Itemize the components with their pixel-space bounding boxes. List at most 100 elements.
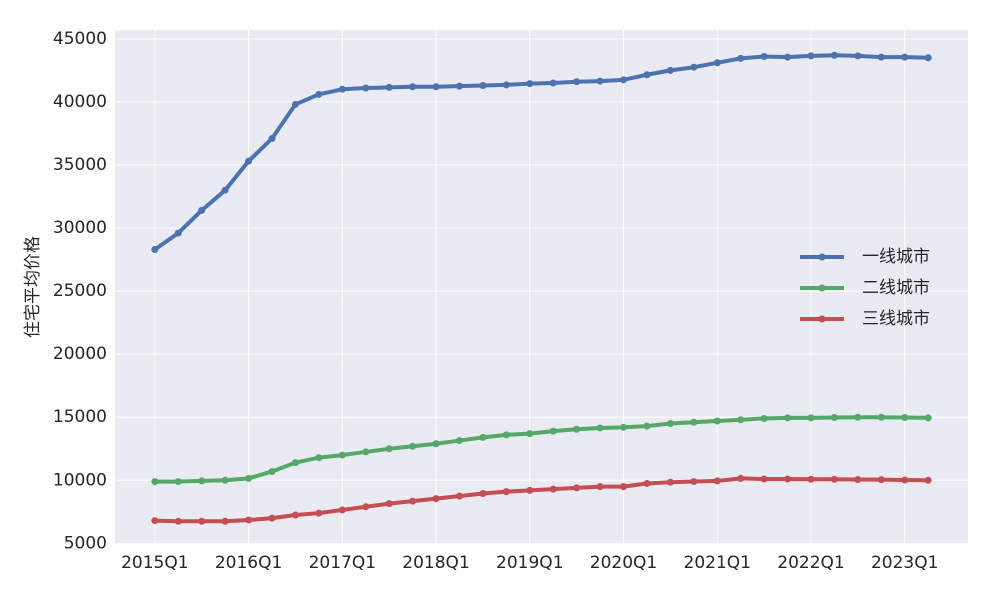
point [924,476,932,484]
point [549,79,557,87]
point [198,477,206,485]
series-line [154,476,929,524]
point [877,413,885,421]
point [573,484,581,492]
point [713,417,721,425]
y-tick-label: 45000 [53,29,107,49]
point [807,52,815,60]
legend-label: 二线城市 [862,278,930,298]
point [526,80,534,88]
x-tick-label: 2016Q1 [215,553,282,573]
point [830,51,838,59]
point [291,511,299,519]
point [221,476,229,484]
point [877,53,885,61]
point [221,517,229,525]
point [784,475,792,483]
point [643,422,651,430]
point [198,517,206,525]
point [760,475,768,483]
point [620,483,628,491]
point [385,445,393,453]
point [151,245,159,253]
point [549,427,557,435]
point [620,76,628,84]
y-tick-label: 35000 [53,155,107,175]
point [362,503,370,511]
point [690,418,698,426]
legend-marker [818,315,826,323]
point [174,478,182,486]
point [526,486,534,494]
point [268,134,276,142]
point [760,52,768,60]
point [643,71,651,79]
point [924,414,932,422]
y-tick-label: 15000 [53,407,107,427]
point [409,442,417,450]
point [807,414,815,422]
point [573,78,581,86]
point [690,63,698,71]
point [854,52,862,60]
point [432,83,440,91]
point [455,82,463,90]
point [268,467,276,475]
point [338,451,346,459]
point [737,416,745,424]
x-tick-label: 2021Q1 [684,553,751,573]
point [690,478,698,486]
y-tick-label: 10000 [53,470,107,490]
point [174,517,182,525]
point [573,425,581,433]
legend-marker [818,284,826,292]
point [245,157,253,165]
point [174,229,182,237]
point [409,83,417,91]
point [713,477,721,485]
point [854,413,862,421]
point [409,497,417,505]
y-tick-label: 40000 [53,92,107,112]
point [666,420,674,428]
point [338,506,346,514]
point [620,423,628,431]
point [385,83,393,91]
point [854,476,862,484]
x-tick-label: 2019Q1 [496,553,563,573]
y-tick-label: 20000 [53,344,107,364]
point [549,485,557,493]
point [807,475,815,483]
x-tick-label: 2017Q1 [309,553,376,573]
x-tick-label: 2020Q1 [590,553,657,573]
point [713,59,721,67]
point [479,490,487,498]
point [784,53,792,61]
series-line [153,53,929,252]
point [432,440,440,448]
x-tick-label: 2018Q1 [402,553,469,573]
point [432,495,440,503]
point [596,77,604,85]
point [198,206,206,214]
point [245,474,253,482]
point [291,100,299,108]
point [221,186,229,194]
x-tick-label: 2022Q1 [777,553,844,573]
point [151,478,159,486]
series-line [154,415,929,484]
point [502,488,510,496]
point [830,413,838,421]
point [666,478,674,486]
point [362,84,370,92]
point [502,431,510,439]
legend-label: 一线城市 [862,247,930,267]
point [877,476,885,484]
point [784,414,792,422]
point [737,54,745,62]
point [526,430,534,438]
point [315,509,323,517]
point [643,479,651,487]
point [455,437,463,445]
